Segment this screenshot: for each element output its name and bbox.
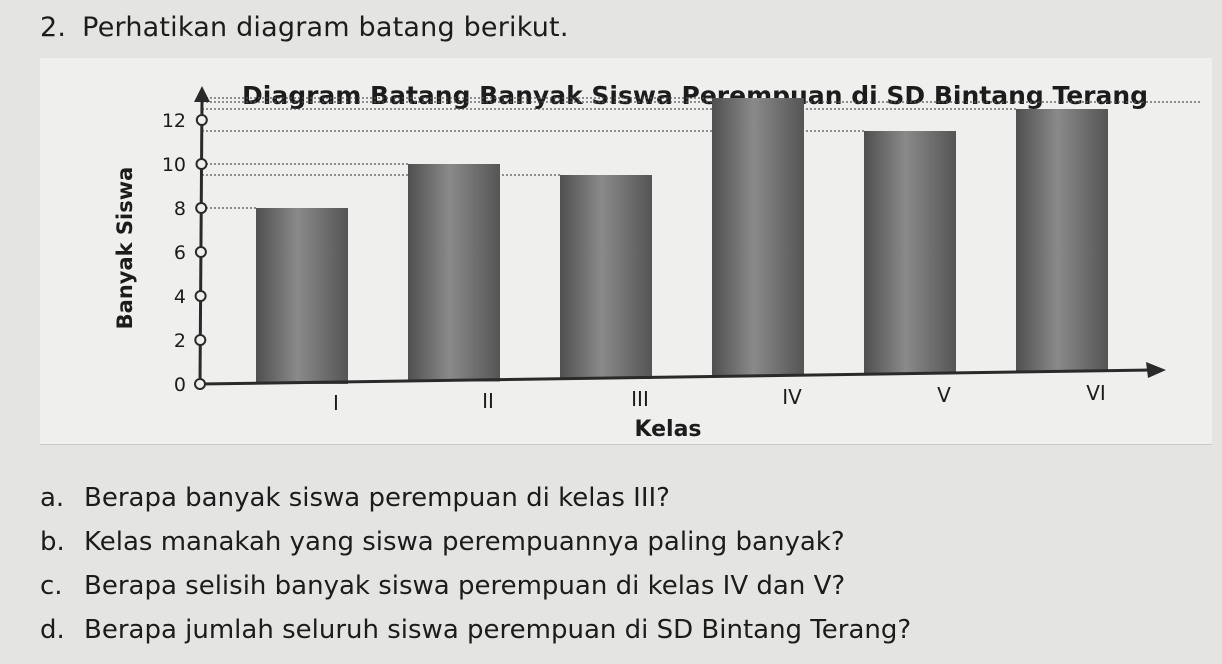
y-tick-mark [195,202,208,214]
bar-chart: Diagram Batang Banyak Siswa Perempuan di… [113,81,1200,442]
y-tick-label: 6 [174,242,186,264]
sub-question-letter: a. [40,483,65,513]
sub-question-text: Berapa jumlah seluruh siswa perempuan di… [84,615,912,645]
question-heading: 2. Perhatikan diagram batang berikut. [40,12,569,43]
bar-III [560,175,652,379]
bar-V [864,131,956,374]
bar-I [256,208,348,384]
x-axis-line [199,368,1151,386]
y-tick-mark [195,114,208,126]
y-tick-label: 4 [174,286,186,308]
bar-II [408,164,500,382]
sub-question-b: b. Kelas manakah yang siswa perempuannya … [40,520,911,564]
question-number: 2. [40,12,67,43]
y-tick-label: 0 [174,374,186,396]
y-tick-mark [194,290,207,302]
sub-question-text: Berapa banyak siswa perempuan di kelas I… [84,483,670,513]
y-tick-label: 10 [162,154,186,176]
sub-question-text: Berapa selisih banyak siswa perempuan di… [84,571,846,601]
sub-question-d: d. Berapa jumlah seluruh siswa perempuan … [40,608,911,652]
sub-question-text: Kelas manakah yang siswa perempuannya pa… [84,527,845,557]
sub-question-letter: b. [40,527,65,557]
x-tick-label: II [482,389,494,413]
x-tick-label: IV [782,385,802,409]
y-tick-mark [194,246,207,258]
x-axis-label: Kelas [634,417,701,442]
sub-question-letter: d. [40,615,65,645]
y-tick-label: 2 [174,330,186,352]
bar-VI [1016,109,1108,372]
x-tick-label: V [937,383,951,407]
x-axis-arrow [1146,362,1166,378]
chart-panel: Diagram Batang Banyak Siswa Perempuan di… [40,58,1212,445]
question-prompt: Perhatikan diagram batang berikut. [82,12,569,43]
sub-question-letter: c. [40,571,63,601]
chart-title: Diagram Batang Banyak Siswa Perempuan di… [242,81,1148,110]
sub-question-list: a. Berapa banyak siswa perempuan di kelas… [40,476,911,652]
sub-question-c: c. Berapa selisih banyak siswa perempuan … [40,564,911,608]
x-tick-label: III [631,387,649,411]
y-axis-label: Banyak Siswa [113,167,137,330]
y-tick-label: 12 [162,110,186,132]
y-tick-mark [194,378,206,390]
y-tick-label: 8 [174,198,186,220]
sub-question-a: a. Berapa banyak siswa perempuan di kelas… [40,476,911,520]
y-axis-arrow [194,86,210,102]
y-tick-mark [195,158,208,170]
bar-IV [712,98,804,377]
y-tick-mark [194,334,207,346]
x-tick-label: VI [1086,381,1106,405]
x-tick-label: I [333,391,339,415]
